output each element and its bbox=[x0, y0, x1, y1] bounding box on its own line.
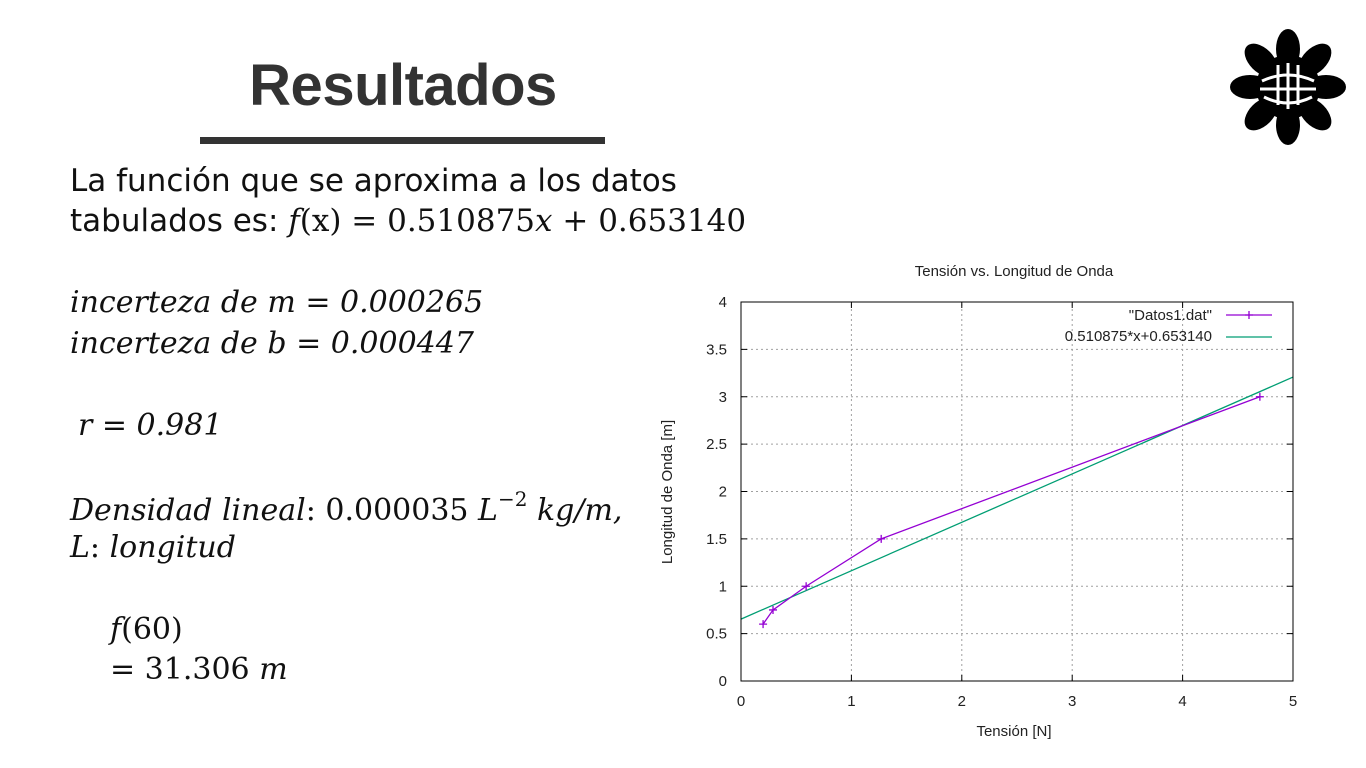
uncertainty-m-value: = 0.000265 bbox=[295, 285, 484, 320]
y-axis-label: Longitud de Onda [m] bbox=[659, 420, 676, 564]
legend-marker-datos bbox=[1245, 311, 1253, 319]
line2-paren: (x) bbox=[299, 203, 342, 239]
uncertainty-b-value: = 0.000447 bbox=[286, 326, 474, 361]
correlation-r: r = 0.981 bbox=[78, 406, 222, 446]
legend-label-datos: "Datos1.dat" bbox=[1129, 307, 1212, 324]
y-tick-label: 1.5 bbox=[706, 531, 727, 548]
legend-label-fit: 0.510875*x+0.653140 bbox=[1065, 328, 1212, 345]
density-L: L bbox=[478, 493, 498, 528]
data-point bbox=[802, 582, 811, 591]
flower-emblem-icon bbox=[1230, 29, 1346, 145]
x-tick-label: 3 bbox=[1068, 693, 1076, 710]
chart-title: Tensión vs. Longitud de Onda bbox=[915, 263, 1114, 280]
uncertainty-m-label: incerteza de m bbox=[70, 285, 296, 320]
correlation-r-label: r bbox=[78, 408, 93, 443]
y-tick-label: 2.5 bbox=[706, 436, 727, 453]
f60-expression: f(60) bbox=[110, 610, 183, 650]
y-tick-label: 0 bbox=[719, 673, 727, 690]
length-colon: : bbox=[89, 530, 110, 565]
length-definition: L: longitud bbox=[70, 528, 236, 568]
f60-result-value: = 31.306 bbox=[110, 652, 260, 687]
line2-eq: = 0.510875 bbox=[341, 203, 536, 239]
x-tick-label: 2 bbox=[958, 693, 966, 710]
density-colon: : bbox=[305, 493, 326, 528]
line2-prefix: tabulados es: bbox=[70, 203, 289, 239]
line2-rest: + 0.653140 bbox=[552, 203, 747, 239]
linear-density: Densidad lineal: 0.000035 L−2 kg/m, bbox=[70, 489, 623, 531]
y-tick-label: 1 bbox=[719, 578, 727, 595]
uncertainty-m: incerteza de m = 0.000265 bbox=[70, 283, 483, 323]
density-exponent: −2 bbox=[497, 487, 528, 511]
f60-unit: m bbox=[259, 652, 288, 687]
title-underline bbox=[200, 137, 605, 144]
y-tick-label: 2 bbox=[719, 484, 727, 501]
function-description-line2: tabulados es: f(x) = 0.510875x + 0.65314… bbox=[70, 201, 746, 241]
data-point bbox=[769, 605, 778, 614]
fit-line bbox=[740, 376, 1294, 620]
length-word: longitud bbox=[109, 530, 236, 565]
plot-frame bbox=[740, 301, 1294, 682]
y-tick-label: 0.5 bbox=[706, 626, 727, 643]
data-point bbox=[759, 620, 768, 629]
density-units: kg/m, bbox=[527, 493, 623, 528]
chart-series bbox=[740, 376, 1294, 629]
y-axis-ticks: 0 0.5 1 1.5 2 2.5 3 3.5 4 bbox=[706, 294, 727, 690]
data-point bbox=[1255, 392, 1264, 401]
x-axis-label: Tensión [N] bbox=[976, 723, 1051, 740]
x-tick-label: 1 bbox=[847, 693, 855, 710]
correlation-r-value: = 0.981 bbox=[92, 408, 223, 443]
x-tick-label: 5 bbox=[1289, 693, 1297, 710]
f60-result: = 31.306 m bbox=[110, 650, 288, 690]
y-tick-label: 3 bbox=[719, 389, 727, 406]
f60-arg: (60) bbox=[121, 612, 183, 647]
x-axis-ticks: 0 1 2 3 4 5 bbox=[737, 693, 1297, 710]
x-tick-label: 0 bbox=[737, 693, 745, 710]
density-value: 0.000035 bbox=[325, 493, 479, 528]
line2-f: f bbox=[288, 203, 300, 239]
data-point bbox=[877, 534, 886, 543]
density-label: Densidad lineal bbox=[70, 493, 306, 528]
uncertainty-b-label: incerteza de b bbox=[70, 326, 287, 361]
chart-legend: "Datos1.dat" 0.510875*x+0.653140 bbox=[1065, 307, 1272, 345]
chart-grid bbox=[740, 301, 1294, 682]
line2-x: x bbox=[535, 203, 553, 239]
y-tick-label: 4 bbox=[719, 294, 727, 311]
x-tick-label: 4 bbox=[1178, 693, 1186, 710]
datos-line bbox=[762, 396, 1261, 625]
uncertainty-b: incerteza de b = 0.000447 bbox=[70, 324, 474, 364]
tension-wavelength-chart: Tensión vs. Longitud de Onda 0 0.5 1 1.5 2 2.… bbox=[659, 263, 1297, 740]
length-L: L bbox=[70, 530, 90, 565]
f60-f: f bbox=[110, 612, 122, 647]
page-title: Resultados bbox=[249, 53, 557, 118]
y-tick-label: 3.5 bbox=[706, 341, 727, 358]
function-description-line1: La función que se aproxima a los datos bbox=[70, 163, 677, 199]
